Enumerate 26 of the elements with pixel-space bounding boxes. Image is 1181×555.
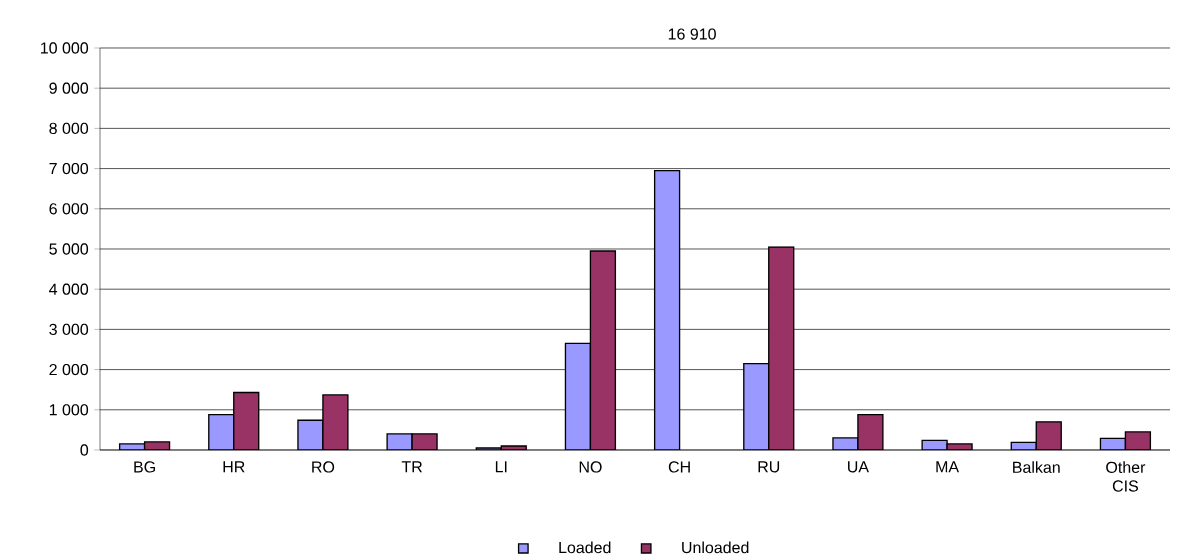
y-tick-label: 7 000 — [49, 162, 89, 175]
x-tick-label: Balkan — [1013, 461, 1060, 474]
x-tick-label: TR — [401, 461, 423, 473]
x-tick-label: MA — [936, 461, 960, 473]
y-tick-label: 2 000 — [49, 363, 89, 376]
y-tick-label: 1 000 — [49, 404, 89, 416]
text: 16 910 — [668, 28, 716, 40]
x-tick-label: CH — [668, 461, 690, 473]
x-tick-label: RO — [312, 461, 335, 473]
x-tick-label: LI — [495, 461, 507, 473]
y-tick-label: 6 000 — [49, 203, 89, 215]
y-tick-label: 3 000 — [49, 323, 89, 336]
y-tick-label: 8 000 — [49, 122, 89, 135]
x-tick-label: RU — [758, 461, 780, 473]
x-tick-label: Other CIS — [1106, 461, 1146, 492]
x-tick-label: NO — [579, 461, 602, 473]
y-tick-label: 10 000 — [41, 42, 89, 54]
legend-label: Unloaded — [682, 541, 749, 554]
legend-label: Loaded — [559, 541, 611, 554]
y-tick-label: 9 000 — [49, 82, 89, 94]
y-tick-label: 4 000 — [49, 283, 89, 295]
x-tick-label: UA — [848, 461, 870, 473]
y-tick-label: 5 000 — [49, 243, 89, 255]
x-tick-label: BG — [134, 461, 155, 473]
x-tick-label: HR — [223, 461, 245, 473]
y-tick-label: 0 — [80, 444, 89, 456]
